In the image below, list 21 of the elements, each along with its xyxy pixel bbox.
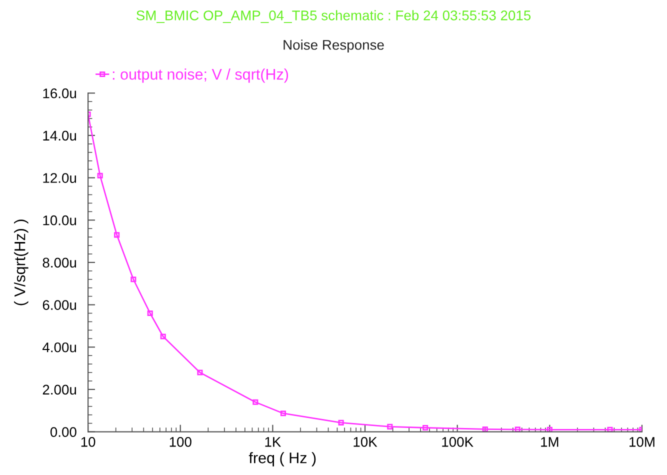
y-axis-title: ( V/sqrt(Hz) ): [14, 220, 28, 306]
y-tick-label: 4.00u: [42, 342, 76, 352]
y-tick-label: 14.0u: [43, 130, 76, 141]
y-tick-label: 6.00u: [42, 300, 76, 310]
y-tick-label: 8.00u: [42, 258, 76, 268]
x-tick-label: 100: [170, 437, 192, 447]
y-tick-label: 10.0u: [43, 215, 76, 226]
x-axis-title: freq ( Hz ): [248, 452, 316, 466]
x-tick-label: 10M: [630, 437, 654, 447]
x-tick-label: 10K: [354, 437, 378, 447]
x-tick-label: 1M: [541, 437, 558, 447]
y-tick-label: 12.0u: [43, 173, 76, 183]
chart-subtitle: Noise Response: [284, 40, 384, 53]
y-tick-label: 2.00u: [42, 384, 76, 395]
legend-label: : output noise; V / sqrt(Hz): [112, 68, 288, 83]
x-tick-label: 100K: [442, 437, 474, 447]
y-tick-label: 0.00: [50, 427, 76, 437]
x-tick-label: 10: [81, 437, 96, 447]
x-tick-label: 1K: [265, 437, 282, 447]
chart-title: SM_BMIC OP_AMP_04_TB5 schematic : Feb 24 03:55:53 2015: [136, 10, 531, 23]
y-tick-label: 16.0u: [43, 88, 76, 98]
